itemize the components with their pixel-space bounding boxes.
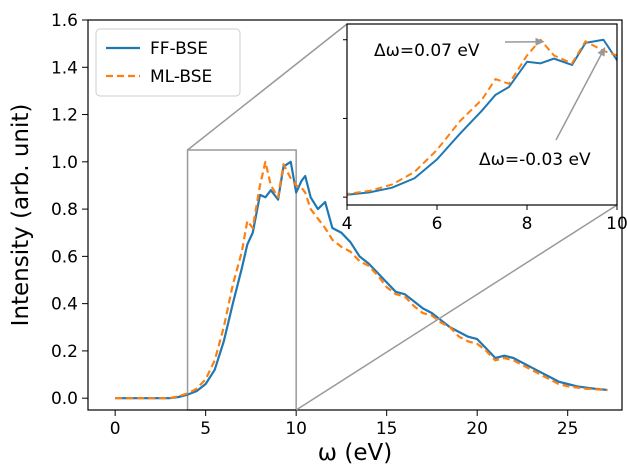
main-plot: 0 5 10 15 20 25 0.0 0.2 0.4 0.6 0.8 1.0 1.2 1.4 1.6 ω (… <box>8 11 623 466</box>
x-axis-label: ω (eV) <box>318 440 392 466</box>
y-tick-label: 0.4 <box>51 295 78 315</box>
inset-x-tick-label: 10 <box>606 214 627 234</box>
zoom-connector-line <box>295 204 618 411</box>
x-tick-label: 15 <box>376 419 398 439</box>
inset-background <box>347 24 617 205</box>
inset-x-tick-label: 4 <box>342 214 353 234</box>
y-axis-label: Intensity (arb. unit) <box>8 104 34 327</box>
inset-plot: 4 6 8 10 Δω=0.07 eV Δω=-0.03 eV <box>342 23 627 234</box>
x-tick-label: 25 <box>557 419 579 439</box>
y-tick-label: 1.6 <box>51 11 78 31</box>
main-axes-frame <box>87 19 623 411</box>
annotation-label: Δω=-0.03 eV <box>479 150 591 170</box>
y-tick-label: 1.2 <box>51 106 78 126</box>
x-tick-label: 5 <box>200 419 211 439</box>
inset-axes-frame <box>346 23 618 206</box>
annotation-label: Δω=0.07 eV <box>374 41 480 61</box>
y-tick-label: 1.4 <box>51 58 78 78</box>
series-line-ml-bse <box>115 160 608 400</box>
series-line-ff-bse <box>115 160 608 400</box>
zoom-connector-line <box>187 23 348 151</box>
legend-label-ml-bse: ML-BSE <box>150 67 212 87</box>
annotation-arrow <box>555 46 606 141</box>
inset-x-tick-label: 6 <box>432 214 443 234</box>
legend-box <box>95 28 241 97</box>
y-tick-label: 0.0 <box>51 389 78 409</box>
inset-series-line-ff-bse <box>347 38 617 196</box>
x-tick-label: 20 <box>466 419 488 439</box>
y-tick-label: 0.6 <box>51 247 78 267</box>
inset-x-tick-label: 8 <box>522 214 533 234</box>
y-tick-label: 0.2 <box>51 342 78 362</box>
y-tick-label: 0.8 <box>51 200 78 220</box>
x-tick-label: 10 <box>285 419 307 439</box>
legend-label-ff-bse: FF-BSE <box>150 39 208 59</box>
legend: FF-BSE ML-BSE <box>95 28 241 97</box>
y-tick-label: 1.0 <box>51 153 78 173</box>
x-tick-label: 0 <box>110 419 121 439</box>
